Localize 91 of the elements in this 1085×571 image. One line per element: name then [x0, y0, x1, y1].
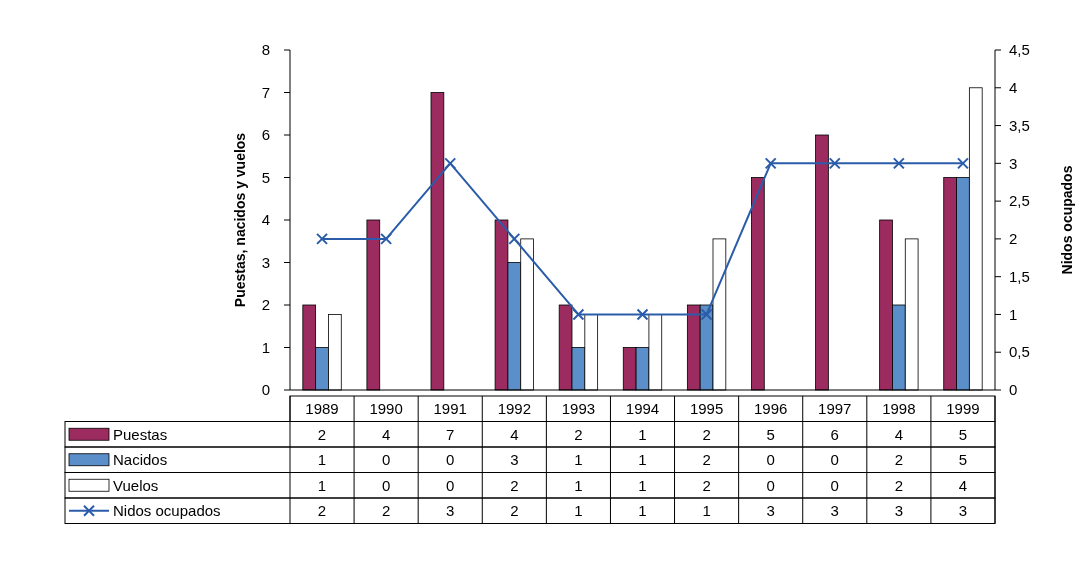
legend-label: Nacidos	[113, 451, 168, 468]
data-label: 1	[574, 476, 583, 494]
point	[828, 157, 841, 170]
point	[892, 157, 905, 170]
data-label: 0	[830, 451, 839, 468]
data-label: 1	[317, 476, 327, 494]
data-label: 6	[830, 425, 839, 443]
data-label: 1	[702, 502, 711, 519]
y-axis-title: Puestas, nacidos y vuelos	[232, 132, 248, 308]
x-tick-label: 1995	[689, 400, 724, 417]
point	[316, 232, 329, 245]
x-tick-label: 1994	[625, 400, 660, 417]
data-label: 0	[446, 451, 455, 468]
y2-tick-label: 0	[1009, 381, 1018, 399]
data-label: 1	[574, 451, 583, 468]
y-tick-label: 1	[261, 338, 270, 356]
y-tick-label: 3	[261, 253, 270, 271]
y2-tick-label: 1	[1009, 305, 1018, 323]
data-label: 0	[830, 476, 839, 494]
x-tick-label: 1998	[882, 400, 916, 417]
y2-tick-label: 1,5	[1009, 267, 1030, 285]
data-label: 1	[574, 502, 583, 519]
y-tick-label: 7	[261, 83, 270, 101]
data-label: 1	[638, 425, 647, 443]
data-label: 2	[510, 502, 519, 519]
y2-tick-label: 0,5	[1009, 343, 1030, 361]
point	[956, 157, 969, 170]
x-tick-label: 1992	[497, 400, 532, 417]
data-label: 0	[381, 451, 391, 468]
y-tick-label: 5	[261, 168, 270, 186]
x-tick-label: 1990	[369, 400, 403, 417]
point	[572, 308, 585, 321]
data-label: 4	[510, 425, 519, 443]
y2-tick-label: 3,5	[1009, 116, 1030, 134]
data-label: 0	[766, 451, 775, 468]
legend-label: Puestas	[113, 425, 168, 443]
data-label: 3	[446, 502, 455, 519]
data-label: 3	[830, 502, 839, 519]
data-label: 1	[317, 451, 327, 468]
y2-axis-title: Nidos ocupados	[1059, 165, 1075, 275]
data-label: 1	[638, 476, 647, 494]
data-label: 4	[958, 476, 968, 494]
x-tick-label: 1991	[433, 400, 467, 417]
y2-tick-label: 2,5	[1009, 192, 1030, 210]
data-label: 0	[766, 476, 775, 494]
point	[764, 157, 777, 170]
data-label: 0	[446, 476, 455, 494]
data-label: 4	[381, 425, 391, 443]
x-tick-label: 1989	[305, 400, 339, 417]
data-label: 1	[638, 451, 647, 468]
y-tick-label: 6	[261, 126, 270, 144]
data-label: 2	[381, 502, 391, 519]
y-tick-label: 4	[261, 211, 270, 229]
data-label: 3	[958, 502, 968, 519]
x-tick-label: 1996	[753, 400, 788, 417]
data-label: 1	[638, 502, 647, 519]
y2-tick-label: 4	[1009, 79, 1018, 97]
x-tick-label: 1999	[946, 400, 980, 417]
point	[444, 157, 457, 170]
data-label: 2	[894, 451, 904, 468]
legend-label: Nidos ocupados	[113, 502, 221, 519]
y-tick-label: 0	[261, 381, 270, 399]
point	[700, 308, 713, 321]
x-tick-label: 1993	[561, 400, 596, 417]
data-label: 2	[317, 502, 327, 519]
data-label: 7	[446, 425, 455, 443]
y-tick-label: 8	[261, 41, 270, 59]
data-label: 5	[766, 425, 775, 443]
data-label: 3	[894, 502, 904, 519]
data-label: 2	[702, 425, 711, 443]
data-label: 2	[510, 476, 519, 494]
point	[380, 232, 393, 245]
data-label: 5	[958, 425, 968, 443]
data-label: 2	[574, 425, 583, 443]
point	[636, 308, 649, 321]
data-label: 3	[510, 451, 519, 468]
y-tick-label: 2	[261, 296, 270, 314]
data-label: 2	[317, 425, 327, 443]
point	[508, 232, 521, 245]
legend-label: Vuelos	[113, 476, 159, 494]
data-label: 3	[766, 502, 775, 519]
data-label: 4	[894, 425, 904, 443]
data-label: 2	[702, 476, 711, 494]
x-tick-label: 1997	[818, 400, 852, 417]
data-label: 2	[894, 476, 904, 494]
y2-tick-label: 3	[1009, 154, 1018, 172]
y2-tick-label: 4,5	[1009, 41, 1030, 59]
data-label: 2	[702, 451, 711, 468]
data-label: 5	[958, 451, 968, 468]
y2-tick-label: 2	[1009, 230, 1018, 248]
data-label: 0	[381, 476, 391, 494]
